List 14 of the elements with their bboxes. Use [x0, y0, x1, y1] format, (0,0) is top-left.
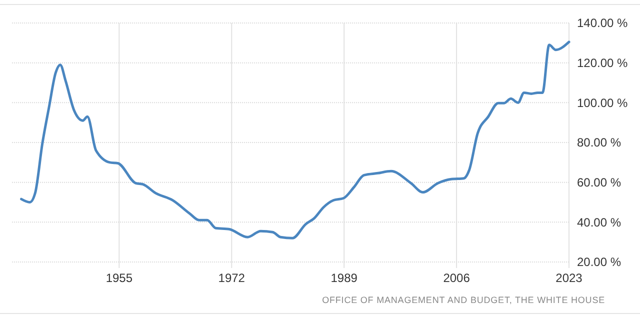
y-tick-label: 120.00 %: [577, 56, 628, 70]
y-tick-label: 140.00 %: [577, 16, 628, 30]
y-tick-label: 60.00 %: [577, 176, 622, 190]
y-tick-label: 100.00 %: [577, 96, 628, 110]
x-tick-label: 1989: [330, 271, 358, 285]
x-tick-label: 2006: [443, 271, 470, 285]
line-series: [20, 40, 570, 240]
x-tick-label: 1972: [218, 271, 246, 285]
y-tick-label: 80.00 %: [577, 136, 622, 150]
y-tick-label: 40.00 %: [577, 215, 622, 230]
text: OFFICE OF MANAGEMENT AND BUDGET, THE WHITE HOUSE: [322, 295, 605, 305]
x-tick-label: 2023: [556, 271, 583, 285]
y-tick-label: 20.00 %: [577, 255, 622, 270]
x-tick-label: 1955: [106, 271, 133, 285]
